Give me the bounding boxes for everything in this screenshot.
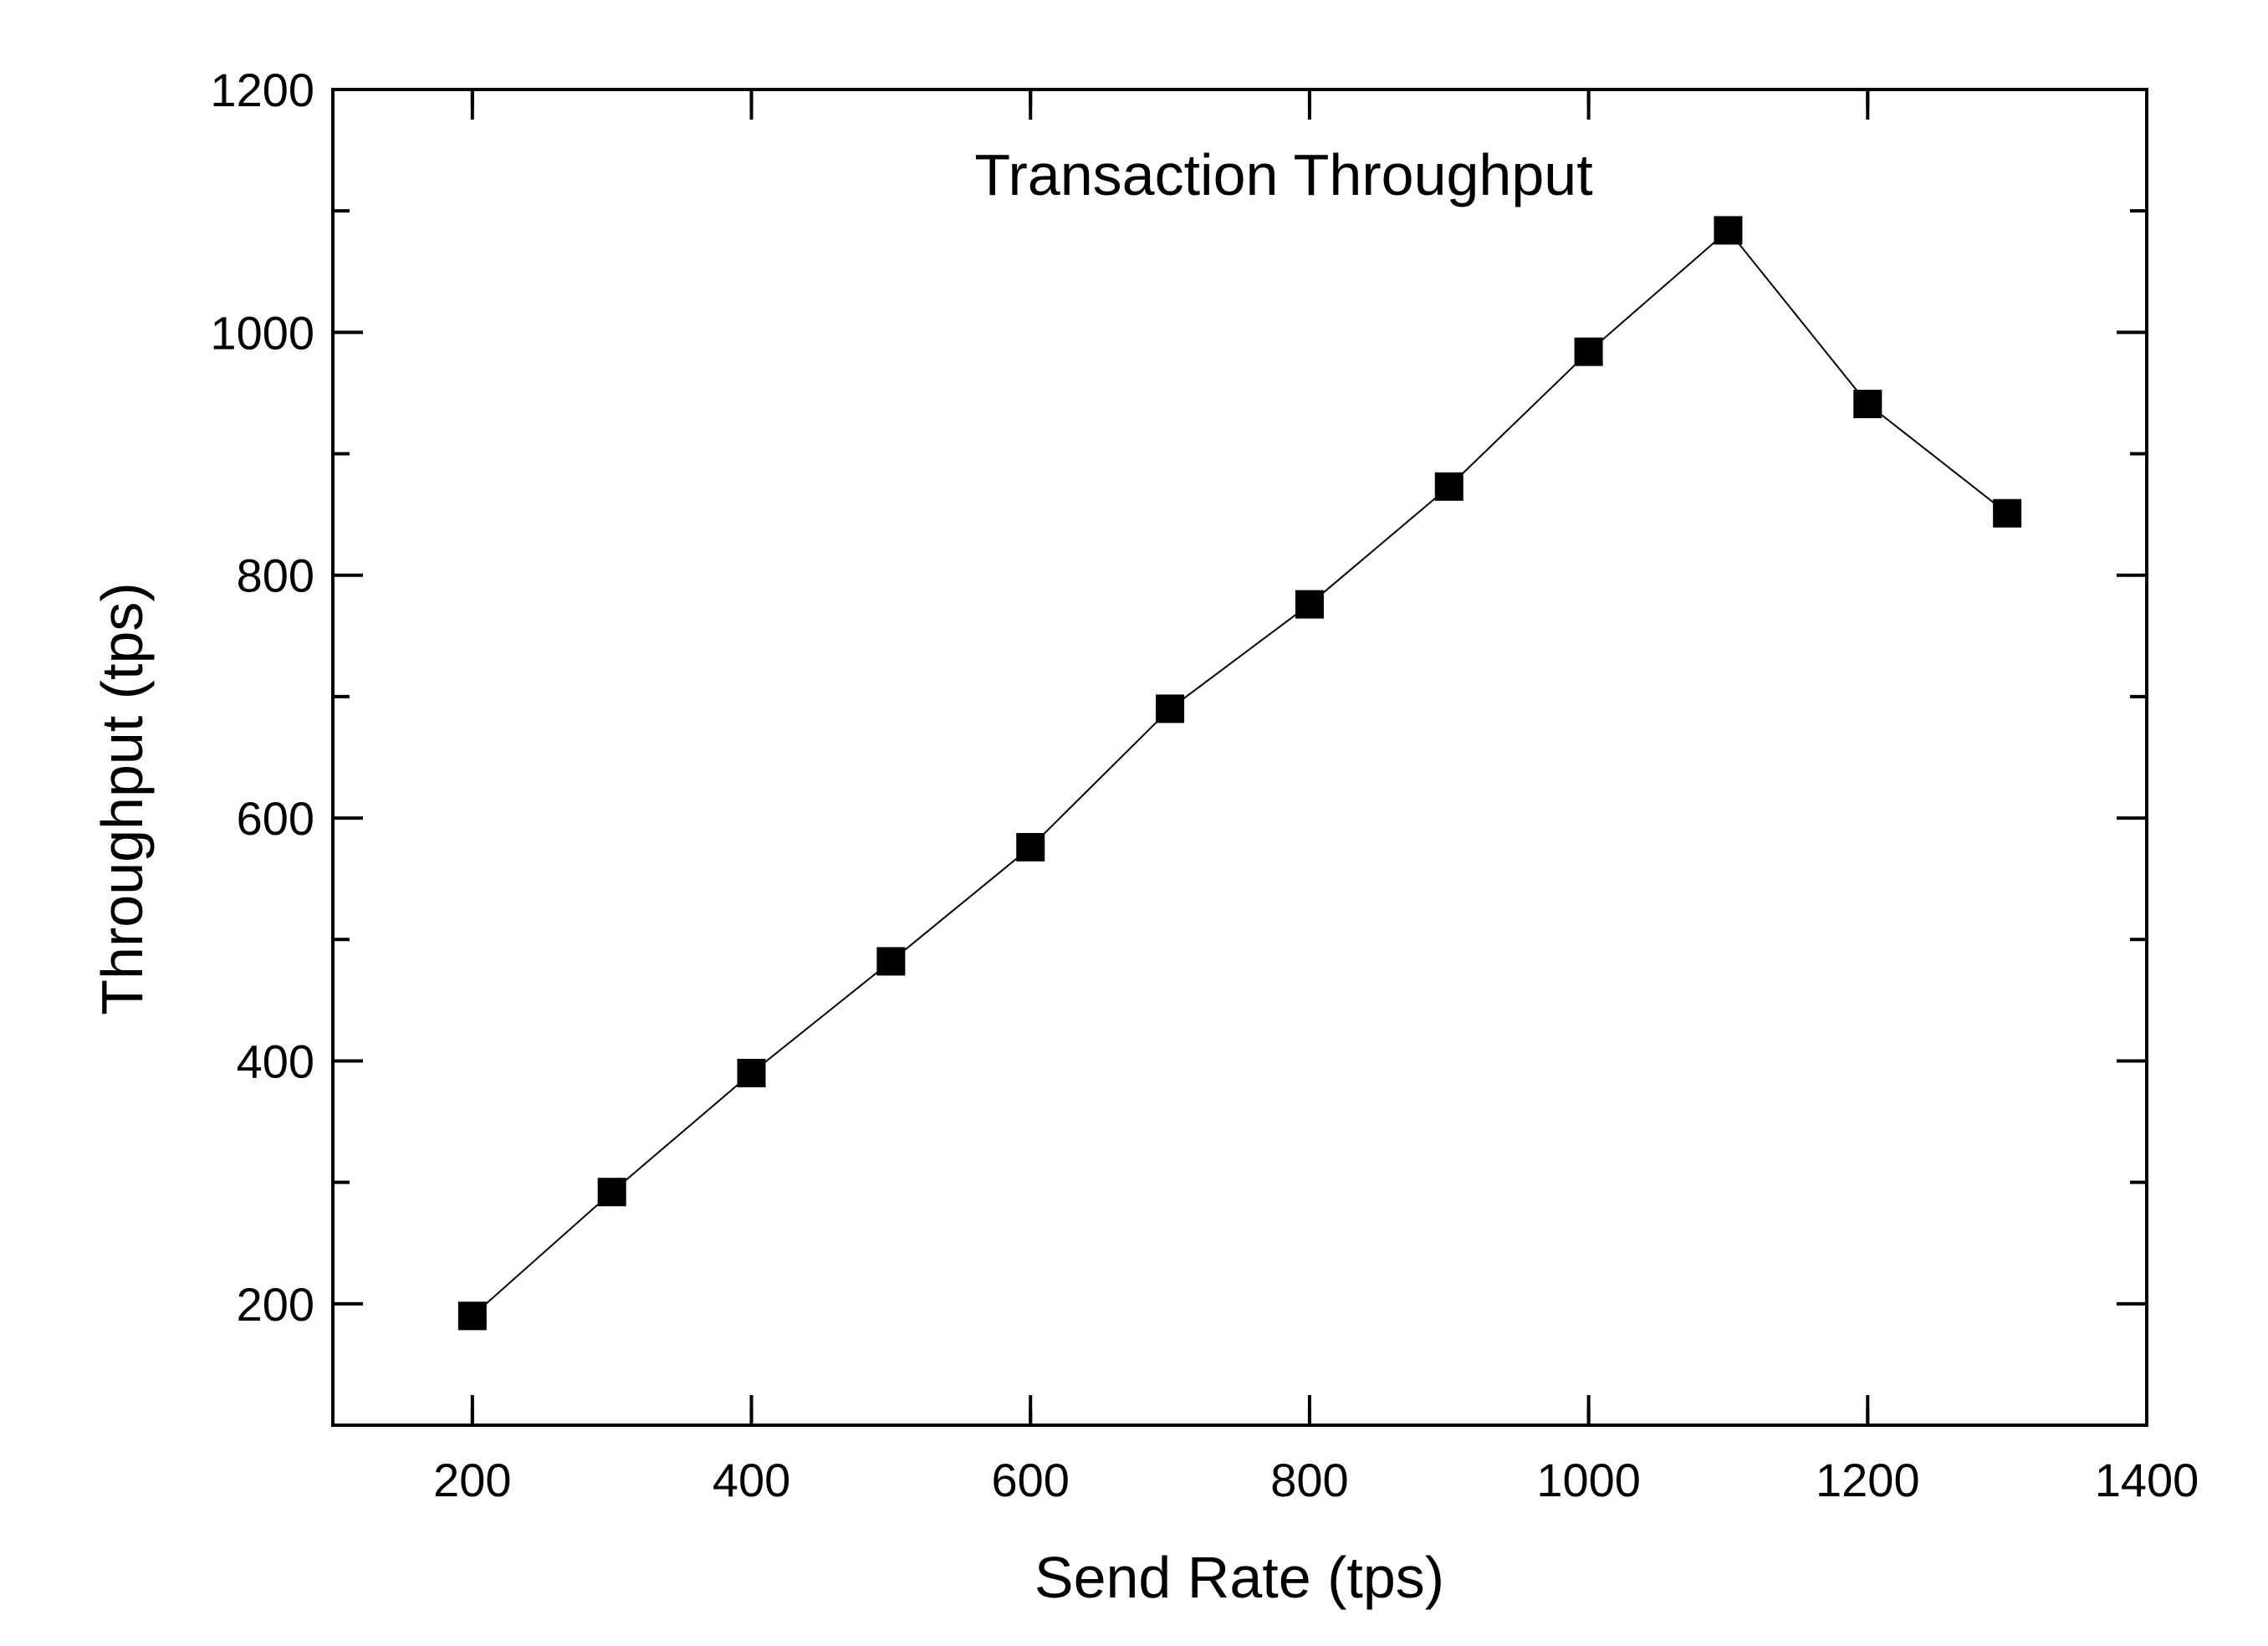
y-tick-label: 400 xyxy=(237,1035,314,1087)
square-marker xyxy=(597,1178,626,1207)
y-axis: 200 400 600 800 1000 1200 xyxy=(210,64,2147,1331)
x-tick-label: 400 xyxy=(713,1454,790,1506)
x-tick-label: 1400 xyxy=(2095,1454,2199,1506)
x-tick-label: 200 xyxy=(433,1454,511,1506)
x-tick-label: 800 xyxy=(1270,1454,1348,1506)
y-tick-label: 800 xyxy=(237,550,314,602)
series-polyline xyxy=(472,228,2008,1317)
square-marker xyxy=(1156,694,1185,723)
square-marker xyxy=(1295,590,1324,619)
square-marker xyxy=(457,1301,487,1331)
square-marker xyxy=(1853,390,1882,419)
y-tick-label: 1200 xyxy=(210,64,314,116)
x-tick-label: 1200 xyxy=(1816,1454,1920,1506)
y-tick-label: 1000 xyxy=(210,306,314,359)
data-markers xyxy=(457,216,2022,1331)
square-marker xyxy=(1714,216,1743,245)
square-marker xyxy=(876,947,906,976)
plot-border xyxy=(331,88,2148,1427)
square-marker xyxy=(1993,498,2022,528)
square-marker xyxy=(1434,472,1463,501)
square-marker xyxy=(1016,832,1045,861)
x-axis-title: Send Rate (tps) xyxy=(1034,1545,1444,1610)
y-axis-title: Throughput (tps) xyxy=(89,582,155,1015)
chart-title: Transaction Throughput xyxy=(974,142,1592,207)
x-tick-label: 1000 xyxy=(1536,1454,1641,1506)
y-tick-label: 200 xyxy=(237,1278,314,1331)
square-marker xyxy=(1574,337,1603,366)
y-tick-label: 600 xyxy=(237,792,314,845)
plot-area xyxy=(331,88,2148,1427)
square-marker xyxy=(737,1058,766,1087)
data-series-line xyxy=(472,228,2008,1317)
x-tick-label: 600 xyxy=(992,1454,1070,1506)
x-axis: 200 400 600 800 1000 1200 1400 xyxy=(433,89,2199,1506)
